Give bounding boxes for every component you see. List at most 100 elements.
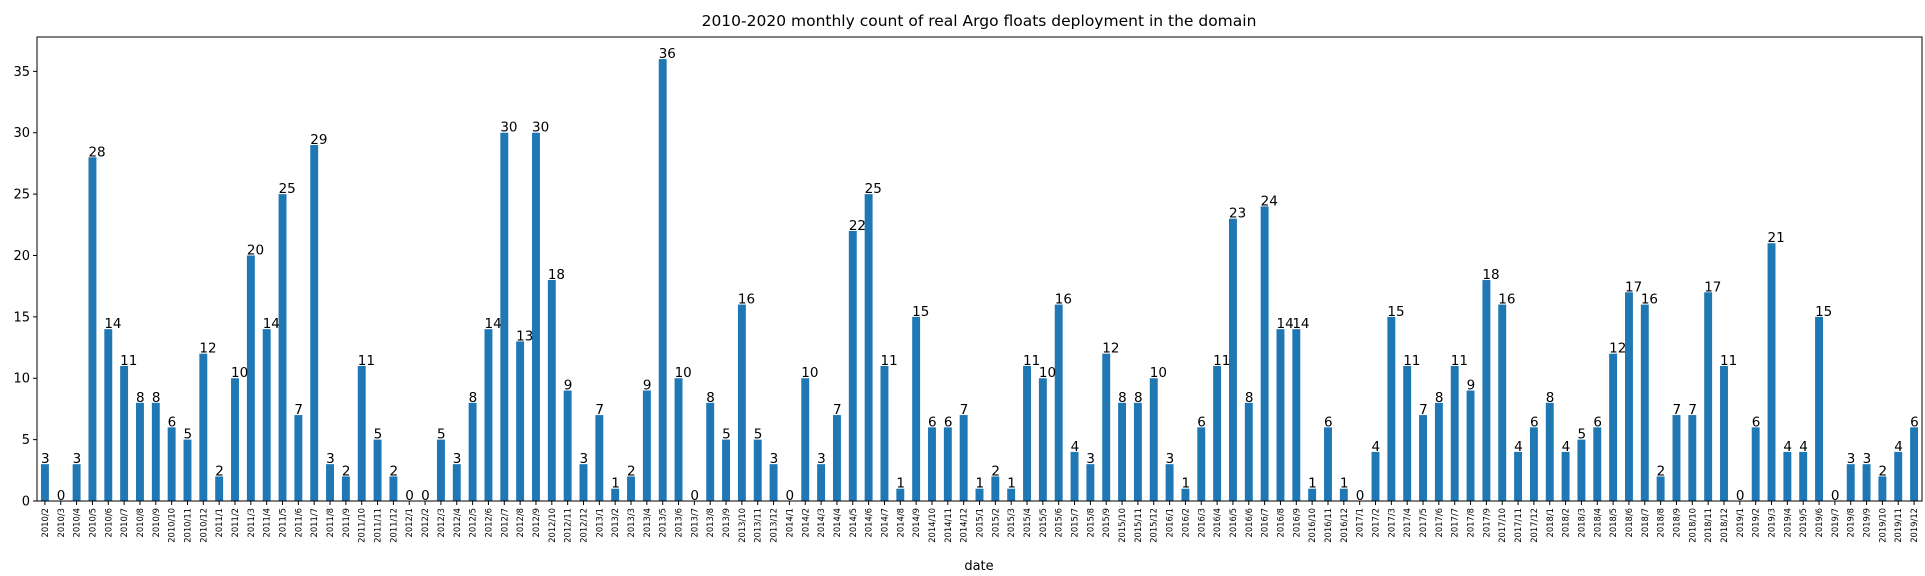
x-tick-label: 2017/3 xyxy=(1386,508,1396,537)
bar xyxy=(1070,451,1079,501)
bar-value-label: 0 xyxy=(690,488,699,504)
bar xyxy=(151,402,160,501)
bar-value-label: 3 xyxy=(41,451,50,467)
bar-value-label: 2 xyxy=(342,463,351,479)
x-tick-label: 2012/7 xyxy=(499,508,509,537)
bar xyxy=(928,427,936,501)
bar xyxy=(1815,316,1823,501)
bar xyxy=(1593,427,1602,501)
x-tick-label: 2013/4 xyxy=(642,508,652,537)
x-tick-label: 2016/4 xyxy=(1212,508,1222,537)
bar xyxy=(563,390,572,501)
bar xyxy=(1403,365,1412,501)
bar xyxy=(294,415,303,501)
bar xyxy=(912,316,921,501)
bar xyxy=(611,488,620,501)
bar-value-label: 0 xyxy=(57,488,66,504)
bar-value-label: 8 xyxy=(1134,390,1143,406)
bar xyxy=(1086,464,1095,501)
x-tick-label: 2011/1 xyxy=(214,508,224,537)
bar-value-label: 3 xyxy=(453,451,462,467)
bar-value-label: 10 xyxy=(231,365,248,381)
x-tick-label: 2016/9 xyxy=(1291,508,1301,537)
x-tick-label: 2016/10 xyxy=(1307,508,1317,543)
x-tick-label: 2017/11 xyxy=(1513,508,1523,543)
bar xyxy=(1213,365,1222,501)
bar-value-label: 3 xyxy=(1086,451,1095,467)
bar-value-label: 8 xyxy=(1245,390,1254,406)
bar-value-label: 6 xyxy=(1324,414,1333,430)
bar xyxy=(1324,427,1332,501)
bar-value-label: 3 xyxy=(1166,451,1175,467)
x-tick-label: 2014/4 xyxy=(832,508,842,537)
bar xyxy=(1292,329,1301,501)
bar-value-label: 6 xyxy=(944,414,953,430)
bar xyxy=(864,194,873,501)
x-tick-label: 2019/2 xyxy=(1751,508,1761,537)
x-tick-label: 2014/10 xyxy=(927,508,937,543)
x-tick-label: 2016/3 xyxy=(1196,508,1206,537)
bar-value-label: 17 xyxy=(1625,279,1642,295)
bar xyxy=(1165,464,1174,501)
bar-value-label: 3 xyxy=(770,451,779,467)
bar-value-label: 15 xyxy=(912,304,929,320)
bar-value-label: 30 xyxy=(532,120,549,136)
x-tick-label: 2019/5 xyxy=(1798,508,1808,537)
bar xyxy=(1308,488,1317,501)
x-tick-label: 2015/6 xyxy=(1054,508,1064,537)
x-tick-label: 2011/7 xyxy=(309,508,319,537)
bar-value-label: 6 xyxy=(1752,414,1761,430)
x-tick-label: 2017/8 xyxy=(1466,508,1476,537)
x-tick-label: 2018/11 xyxy=(1703,508,1713,543)
bar xyxy=(1023,365,1031,501)
x-tick-label: 2018/6 xyxy=(1624,508,1634,537)
bar-value-label: 21 xyxy=(1768,230,1785,246)
bar-value-label: 23 xyxy=(1229,206,1246,222)
bar-value-label: 4 xyxy=(1514,439,1523,455)
x-tick-label: 2012/4 xyxy=(452,508,462,537)
x-tick-label: 2010/10 xyxy=(167,508,177,543)
bar-value-label: 4 xyxy=(1799,439,1808,455)
bar-value-label: 8 xyxy=(469,390,478,406)
x-tick-label: 2014/1 xyxy=(784,508,794,537)
bar xyxy=(1276,329,1285,501)
bar xyxy=(1197,427,1206,501)
bar-value-label: 22 xyxy=(849,218,866,234)
x-tick-label: 2014/9 xyxy=(911,508,921,537)
bar xyxy=(199,353,208,501)
bar xyxy=(1846,464,1855,501)
bar-value-label: 0 xyxy=(405,488,414,504)
x-tick-label: 2011/6 xyxy=(293,508,303,537)
bar xyxy=(1450,365,1459,501)
bar xyxy=(658,59,667,501)
bar-value-label: 6 xyxy=(928,414,937,430)
x-tick-label: 2012/1 xyxy=(404,508,414,537)
x-tick-label: 2013/6 xyxy=(674,508,684,537)
bar xyxy=(975,488,984,501)
bar xyxy=(801,378,810,501)
x-tick-label: 2010/8 xyxy=(135,508,145,537)
bar-value-label: 4 xyxy=(1783,439,1792,455)
bar xyxy=(832,415,841,501)
x-tick-label: 2018/9 xyxy=(1671,508,1681,537)
bar-value-label: 11 xyxy=(120,353,137,369)
bar xyxy=(880,365,889,501)
bar-value-label: 11 xyxy=(1403,353,1420,369)
x-tick-label: 2011/3 xyxy=(246,508,256,537)
bars-group xyxy=(40,59,1919,502)
bar xyxy=(817,464,826,501)
x-tick-label: 2014/2 xyxy=(800,508,810,537)
x-tick-label: 2019/12 xyxy=(1909,508,1919,543)
x-tick-label: 2010/3 xyxy=(56,508,66,537)
x-tick-label: 2013/8 xyxy=(705,508,715,537)
bar-value-label: 30 xyxy=(500,120,517,136)
bar-value-label: 7 xyxy=(833,402,842,418)
bar-value-label: 1 xyxy=(1181,476,1190,492)
bar-value-label: 4 xyxy=(1894,439,1903,455)
bar-value-label: 16 xyxy=(738,292,755,308)
bar-value-label: 24 xyxy=(1261,193,1278,209)
x-tick-label: 2018/12 xyxy=(1719,508,1729,543)
bar xyxy=(1751,427,1760,501)
